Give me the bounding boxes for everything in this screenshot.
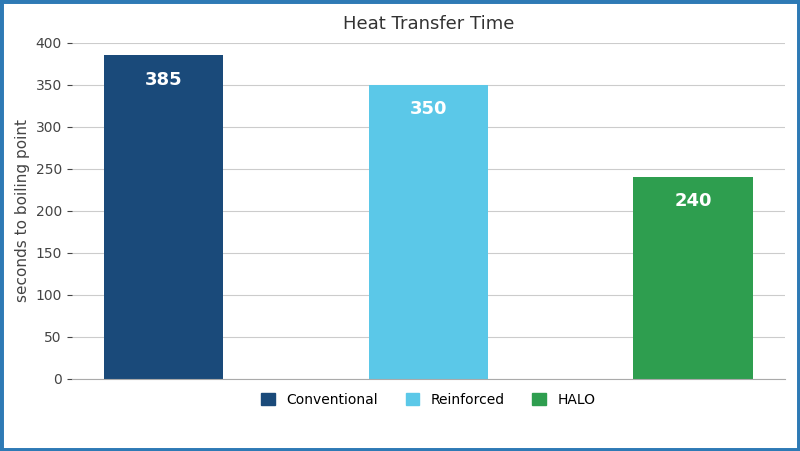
Text: 240: 240: [674, 192, 712, 210]
Title: Heat Transfer Time: Heat Transfer Time: [342, 15, 514, 33]
Y-axis label: seconds to boiling point: seconds to boiling point: [15, 120, 30, 302]
Bar: [104, 55, 223, 379]
Bar: [369, 85, 488, 379]
Bar: [634, 177, 753, 379]
Legend: Conventional, Reinforced, HALO: Conventional, Reinforced, HALO: [256, 387, 601, 412]
Text: 385: 385: [145, 71, 182, 88]
Text: 350: 350: [410, 100, 447, 118]
